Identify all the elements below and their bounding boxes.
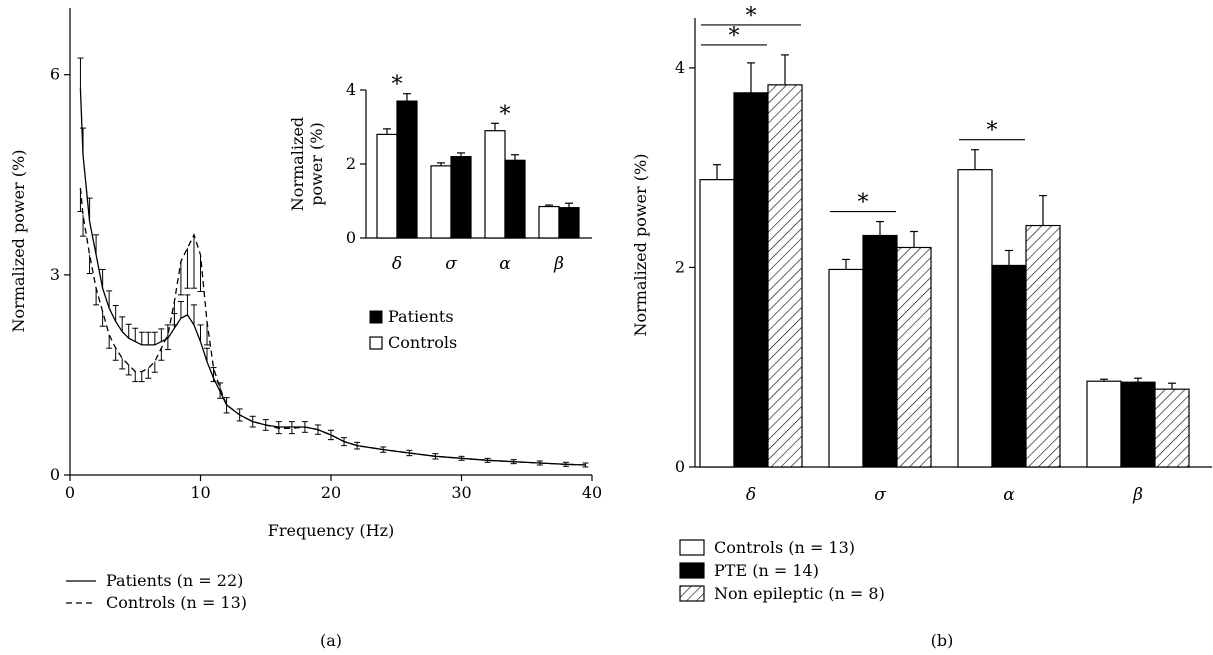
panel-a-legend: Patients (n = 22) Controls (n = 13)	[66, 571, 247, 612]
b-bar-s0-c3	[1086, 380, 1122, 468]
b-ytick-label-0: 0	[675, 457, 685, 476]
inset-category-label-3: β	[553, 254, 564, 274]
inset-category-label-1: σ	[445, 254, 457, 274]
b-ytick-label-2: 4	[675, 58, 685, 77]
legend-controls: Controls (n = 13)	[106, 593, 247, 612]
b-bar-s2-c2	[1025, 224, 1061, 468]
b-bar-s0-c2	[957, 169, 993, 468]
b-bar-s1-c2	[991, 264, 1027, 468]
inset-legend-controls: Controls	[388, 333, 457, 352]
panel-b-legend: Controls (n = 13) PTE (n = 14) Non epile…	[679, 538, 885, 603]
inset-significance-star-0: *	[392, 73, 403, 98]
inset-ytick-label-2: 4	[346, 80, 356, 99]
a-ytick-label-0: 0	[50, 465, 60, 484]
panel-b-label: (b)	[931, 631, 954, 650]
b-bar-s1-c0	[733, 92, 769, 468]
inset-category-label-0: δ	[392, 254, 402, 274]
panel-b-ylabel: Normalized power (%)	[631, 154, 650, 337]
panel-a-ylabel: Normalized power (%)	[9, 150, 28, 333]
b-bar-s1-c1	[862, 234, 898, 468]
a-ytick-label-1: 3	[50, 265, 60, 284]
panel-b-bars: ****	[699, 4, 1190, 468]
b-bar-s2-c0	[767, 84, 803, 468]
inset-bar-s0-c1	[430, 165, 452, 239]
b-significance-star-0: *	[729, 24, 740, 49]
legend-patients: Patients (n = 22)	[106, 571, 243, 590]
inset-category-label-2: α	[499, 254, 511, 274]
inset-bar-s1-c3	[558, 207, 580, 239]
inset-bar-s0-c0	[376, 133, 398, 239]
inset-legend: Patients Controls	[369, 307, 457, 352]
b-bar-s0-c1	[828, 268, 864, 468]
b-category-label-3: β	[1132, 485, 1143, 505]
inset-legend-patients: Patients	[388, 307, 454, 326]
b-ytick-label-1: 2	[675, 257, 685, 276]
b-category-label-0: δ	[746, 485, 756, 505]
b-significance-star-1: *	[746, 4, 757, 29]
b-bar-s2-c1	[896, 246, 932, 468]
panel-a-label: (a)	[320, 631, 342, 650]
b-bar-s2-c3	[1154, 388, 1190, 468]
inset-ylabel-line2: power (%)	[307, 122, 326, 205]
inset-ytick-label-0: 0	[346, 228, 356, 247]
panel-a-series	[77, 57, 589, 468]
inset-significance-star-1: *	[500, 102, 511, 127]
inset-ylabel-line1: Normalized	[288, 117, 307, 211]
a-xtick-label-1: 10	[190, 483, 210, 502]
panel-a-xlabel: Frequency (Hz)	[268, 521, 395, 540]
panel-b-ticks: 0 2 4 δ σ α β	[675, 58, 1143, 505]
b-category-label-2: α	[1003, 485, 1015, 505]
b-bar-s1-c3	[1120, 381, 1156, 468]
legend-b-nonepileptic: Non epileptic (n = 8)	[714, 584, 885, 603]
inset-bar-s0-c2	[484, 130, 506, 239]
inset-bar-s1-c2	[504, 159, 526, 239]
b-significance-star-2: *	[858, 191, 869, 216]
legend-b-controls: Controls (n = 13)	[714, 538, 855, 557]
a-xtick-label-0: 0	[65, 483, 75, 502]
series-line-patients	[79, 88, 586, 466]
panel-a-axes	[69, 8, 592, 476]
a-xtick-label-3: 30	[451, 483, 471, 502]
b-bar-s0-c0	[699, 179, 735, 468]
b-significance-star-3: *	[987, 119, 998, 144]
inset-ytick-label-1: 2	[346, 154, 356, 173]
a-xtick-label-4: 40	[582, 483, 602, 502]
legend-b-pte: PTE (n = 14)	[714, 561, 819, 580]
b-category-label-1: σ	[874, 485, 886, 505]
inset-bars: **	[376, 73, 580, 239]
inset-bar-s1-c1	[450, 156, 472, 239]
inset-ticks: 0 2 4 δ σ α β	[346, 80, 564, 274]
inset-bar-s1-c0	[396, 100, 418, 239]
inset-bar-s0-c3	[538, 205, 560, 239]
a-ytick-label-2: 6	[50, 65, 60, 84]
a-xtick-label-2: 20	[321, 483, 341, 502]
